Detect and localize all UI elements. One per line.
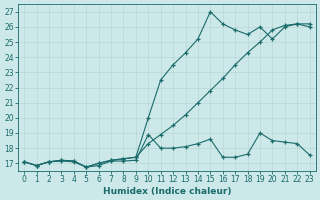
X-axis label: Humidex (Indice chaleur): Humidex (Indice chaleur)	[103, 187, 231, 196]
